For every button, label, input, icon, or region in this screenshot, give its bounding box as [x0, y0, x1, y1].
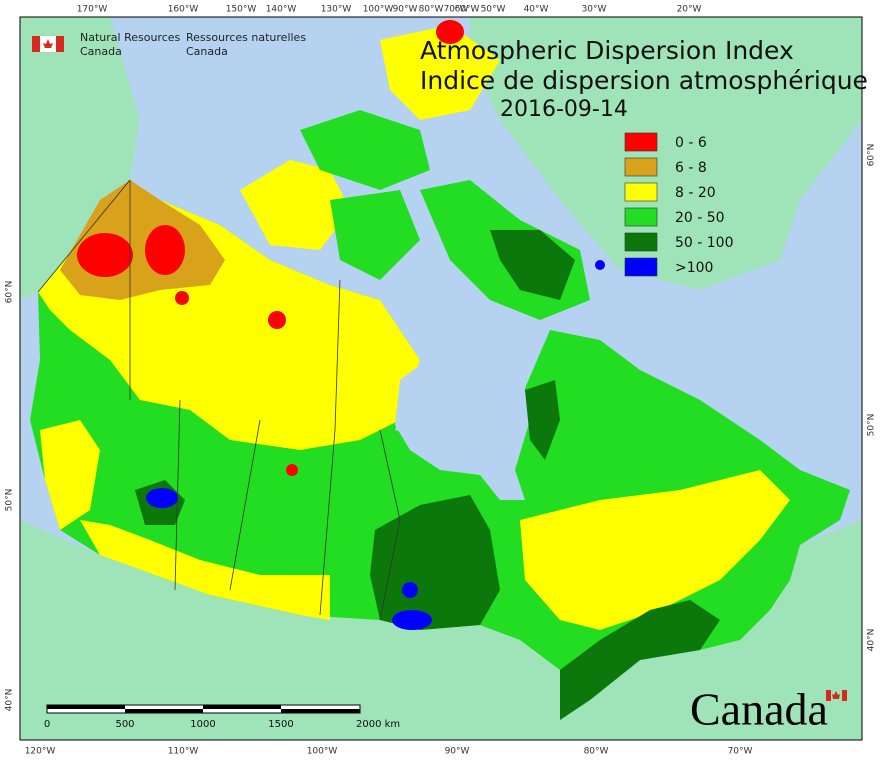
- longitude-label: 90°W: [445, 747, 470, 757]
- dark-green-st-lawrence: [560, 600, 720, 720]
- maple-leaf: [832, 691, 840, 699]
- canada-wordmark: Canada: [690, 684, 828, 735]
- org-en: Canada: [80, 45, 122, 58]
- flag-bar: [56, 36, 64, 52]
- red-zone: [268, 311, 286, 329]
- graticule-labels: 170°W 160°W 150°W 140°W 130°W 100°W 90°W 80°W 70…: [5, 5, 877, 757]
- red-zone: [77, 233, 133, 277]
- latitude-label: 50°N: [867, 414, 877, 437]
- yellow-quebec: [520, 470, 790, 630]
- scale-label: 1000: [190, 719, 215, 730]
- latitude-label: 50°N: [5, 489, 15, 512]
- longitude-label: 110°W: [168, 747, 199, 757]
- scale-segment: [125, 709, 203, 713]
- scale-label: 2000 km: [356, 719, 400, 730]
- legend-label: >100: [675, 260, 713, 276]
- longitude-label: 120°W: [25, 747, 56, 757]
- ellesmere: [380, 25, 500, 120]
- latitude-label: 40°N: [867, 629, 877, 652]
- scale-segment: [281, 709, 360, 713]
- scale-segment: [203, 705, 281, 709]
- island: [300, 110, 430, 190]
- legend-swatch: [624, 207, 658, 227]
- longitude-label: 30°W: [582, 5, 607, 15]
- blue-zone: [146, 488, 178, 508]
- blue-zone: [392, 610, 432, 630]
- dark-green-ontario: [370, 495, 500, 630]
- scale-label: 0: [44, 719, 50, 730]
- scale-label: 1500: [268, 719, 293, 730]
- frame: [19, 16, 863, 741]
- scale-label: 500: [115, 719, 134, 730]
- longitude-label: 100°W: [363, 5, 394, 15]
- legend-label: 0 - 6: [675, 135, 707, 151]
- legend-label: 6 - 8: [675, 160, 707, 176]
- scale-bar: 0 500 1000 1500 2000 km: [44, 704, 400, 730]
- red-zone: [286, 464, 298, 476]
- yellow-south: [80, 520, 330, 620]
- legend: 0 - 6 6 - 8 8 - 20 20 - 50 50 - 100 >100: [624, 132, 734, 277]
- longitude-label: 50°W: [481, 5, 506, 15]
- legend-label: 50 - 100: [675, 235, 734, 251]
- longitude-label: 150°W: [226, 5, 257, 15]
- title-en: Atmospheric Dispersion Index: [420, 36, 794, 65]
- org-fr: Ressources naturelles: [186, 31, 306, 44]
- legend-label: 8 - 20: [675, 185, 716, 201]
- red-zone: [436, 20, 464, 44]
- title-fr: Indice de dispersion atmosphérique: [420, 66, 868, 95]
- legend-swatch: [624, 257, 658, 277]
- red-zone: [145, 225, 185, 275]
- longitude-label: 160°W: [168, 5, 199, 15]
- longitude-label: 90°W: [393, 5, 418, 15]
- dark-green-baffin: [490, 230, 575, 300]
- longitude-label: 70°W: [444, 5, 469, 15]
- latitude-label: 60°N: [5, 281, 15, 304]
- maple-leaf: [43, 39, 53, 48]
- united-states: [20, 520, 862, 740]
- legend-swatch: [624, 132, 658, 152]
- wordmark-flag: [826, 690, 847, 701]
- longitude-label: 140°W: [266, 5, 297, 15]
- longitude-label: 40°W: [524, 5, 549, 15]
- greenland: [470, 17, 862, 290]
- flag-bar: [826, 690, 831, 701]
- longitude-label: 130°W: [321, 5, 352, 15]
- longitude-label: 100°W: [307, 747, 338, 757]
- island: [330, 190, 420, 280]
- date: 2016-09-14: [500, 97, 628, 122]
- legend-label: 20 - 50: [675, 210, 725, 226]
- map-body: [20, 17, 862, 740]
- org-en: Natural Resources: [80, 31, 181, 44]
- blue-zone: [402, 582, 418, 598]
- red-zone: [175, 291, 189, 305]
- borders: [37, 179, 401, 621]
- scale-segment: [47, 705, 125, 709]
- dark-green-quebec: [525, 380, 560, 460]
- flag-bar: [32, 36, 40, 52]
- hudson-bay: [395, 340, 530, 500]
- longitude-label: 60°W: [455, 5, 480, 15]
- blue-zone: [595, 260, 605, 270]
- org-fr: Canada: [186, 45, 228, 58]
- longitude-label: 80°W: [584, 747, 609, 757]
- longitude-label: 70°W: [728, 747, 753, 757]
- latitude-label: 60°N: [867, 144, 877, 167]
- legend-swatch: [624, 182, 658, 202]
- agency-signature: Natural Resources Canada Ressources natu…: [32, 31, 306, 58]
- longitude-label: 20°W: [677, 5, 702, 15]
- latitude-label: 40°N: [5, 689, 15, 712]
- legend-swatch: [624, 157, 658, 177]
- flag-bar: [842, 690, 847, 701]
- alaska: [20, 17, 140, 300]
- island: [240, 160, 350, 250]
- longitude-label: 80°W: [419, 5, 444, 15]
- longitude-label: 170°W: [77, 5, 108, 15]
- legend-swatch: [624, 232, 658, 252]
- yellow-bc: [40, 420, 100, 530]
